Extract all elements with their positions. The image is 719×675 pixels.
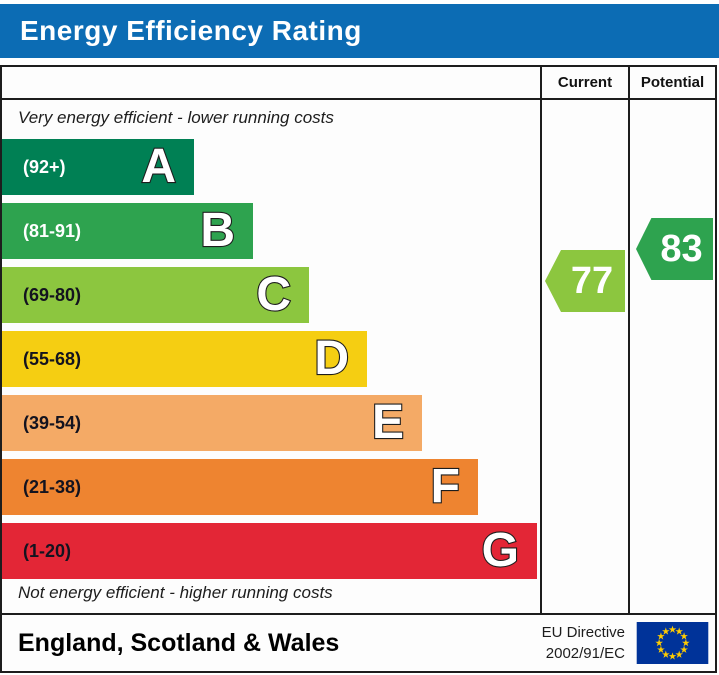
band-g-letter: G xyxy=(481,523,521,578)
band-e: (39-54) E xyxy=(2,395,422,451)
eu-directive-line1: EU Directive xyxy=(541,624,625,641)
potential-column-header: Potential xyxy=(640,74,705,91)
bottom-note: Not energy efficient - higher running co… xyxy=(18,583,333,602)
band-d: (55-68) D xyxy=(2,331,367,387)
title-bar: Energy Efficiency Rating xyxy=(0,4,719,58)
band-f-letter: F xyxy=(430,459,462,514)
current-rating-value: 77 xyxy=(570,259,614,302)
page-title: Energy Efficiency Rating xyxy=(20,15,362,46)
eu-directive-label: EU Directive 2002/91/EC xyxy=(542,622,635,664)
band-a-range: (92+) xyxy=(23,156,66,177)
potential-rating-value: 83 xyxy=(660,227,703,270)
eu-flag-icon xyxy=(636,622,709,664)
table-header-row: Current Potential xyxy=(2,67,715,100)
band-a: (92+) A xyxy=(2,139,194,195)
band-c: (69-80) C xyxy=(2,267,309,323)
band-b: (81-91) B xyxy=(2,203,253,259)
band-b-letter: B xyxy=(199,203,236,258)
band-c-letter: C xyxy=(255,267,292,322)
potential-rating-cell: 83 xyxy=(630,100,715,613)
band-d-letter: D xyxy=(313,331,350,386)
current-rating-arrow: 77 xyxy=(545,250,625,312)
top-note: Very energy efficient - lower running co… xyxy=(18,108,334,127)
chart-header-cell xyxy=(2,67,542,98)
energy-rating-table: Current Potential Very energy efficient … xyxy=(0,65,717,673)
band-e-letter: E xyxy=(371,395,405,450)
region-label: England, Scotland & Wales xyxy=(18,628,340,657)
current-column-header: Current xyxy=(542,67,630,98)
band-e-range: (39-54) xyxy=(23,412,82,433)
band-f: (21-38) F xyxy=(2,459,478,515)
band-a-letter: A xyxy=(140,139,177,194)
band-g: (1-20) G xyxy=(2,523,537,579)
table-footer-row: England, Scotland & Wales EU Directive 2… xyxy=(2,613,715,671)
rating-scale-area: Very energy efficient - lower running co… xyxy=(2,100,542,613)
eu-directive-line2: 2002/91/EC xyxy=(545,645,625,662)
current-rating-cell: 77 xyxy=(542,100,630,613)
band-c-range: (69-80) xyxy=(23,284,82,305)
potential-rating-arrow: 83 xyxy=(636,218,713,280)
band-f-range: (21-38) xyxy=(23,476,82,497)
chart-body-row: Very energy efficient - lower running co… xyxy=(2,100,715,613)
band-g-range: (1-20) xyxy=(23,540,72,561)
band-d-range: (55-68) xyxy=(23,348,82,369)
band-b-range: (81-91) xyxy=(23,220,82,241)
